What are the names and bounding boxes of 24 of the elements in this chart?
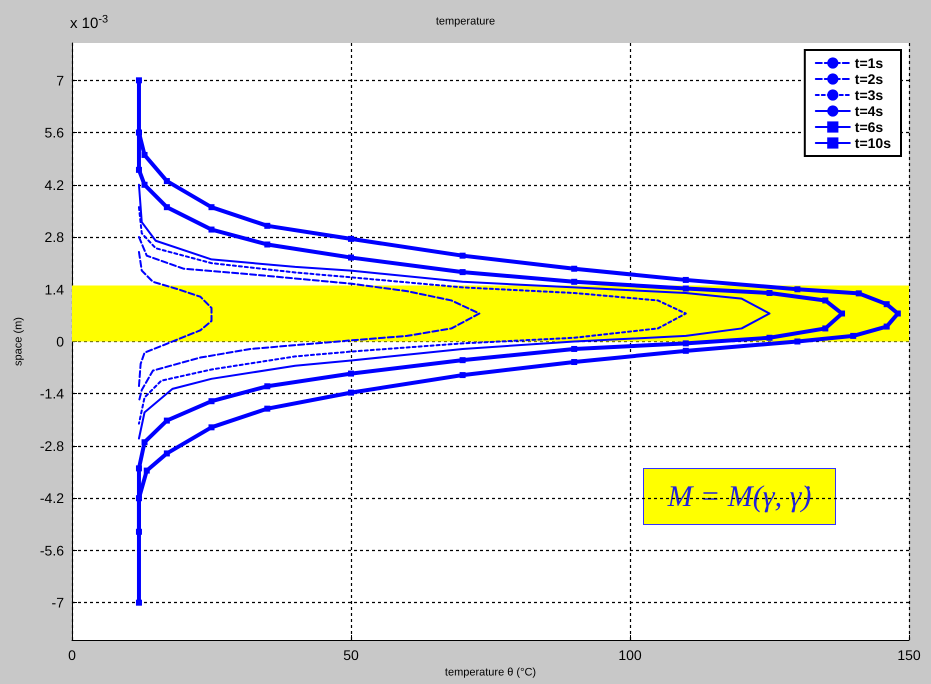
y-axis-title: space (m) — [12, 317, 24, 366]
y-tick-label: -2.8 — [40, 438, 64, 454]
x-tick-label: 0 — [68, 647, 76, 663]
x-tick-label: 50 — [343, 647, 359, 663]
legend-label: t=10s — [854, 135, 892, 151]
legend-label: t=1s — [854, 55, 884, 71]
x-tick-label: 150 — [897, 647, 921, 663]
y-tick-label: 0 — [56, 334, 64, 350]
y-tick-label: -5.6 — [40, 542, 64, 558]
legend-label: t=6s — [854, 119, 884, 135]
y-tick-label: 4.2 — [44, 176, 64, 193]
y-tick-label: -7 — [52, 594, 64, 611]
x-axis-title: temperature θ (°C) — [444, 666, 536, 678]
legend-label: t=3s — [854, 87, 884, 103]
legend-label: t=2s — [854, 71, 884, 87]
y-tick-label: 5.6 — [44, 124, 64, 141]
legend-label: t=4s — [854, 103, 884, 119]
y-tick-label: 2.8 — [44, 229, 64, 246]
x-tick-label: 100 — [618, 647, 642, 663]
y-tick-label: 1.4 — [44, 281, 64, 298]
chart-title: temperature — [436, 16, 496, 28]
y-tick-label: 7 — [56, 72, 64, 88]
y-tick-label: -4.2 — [40, 490, 64, 506]
y-tick-label: -1.4 — [40, 386, 64, 402]
